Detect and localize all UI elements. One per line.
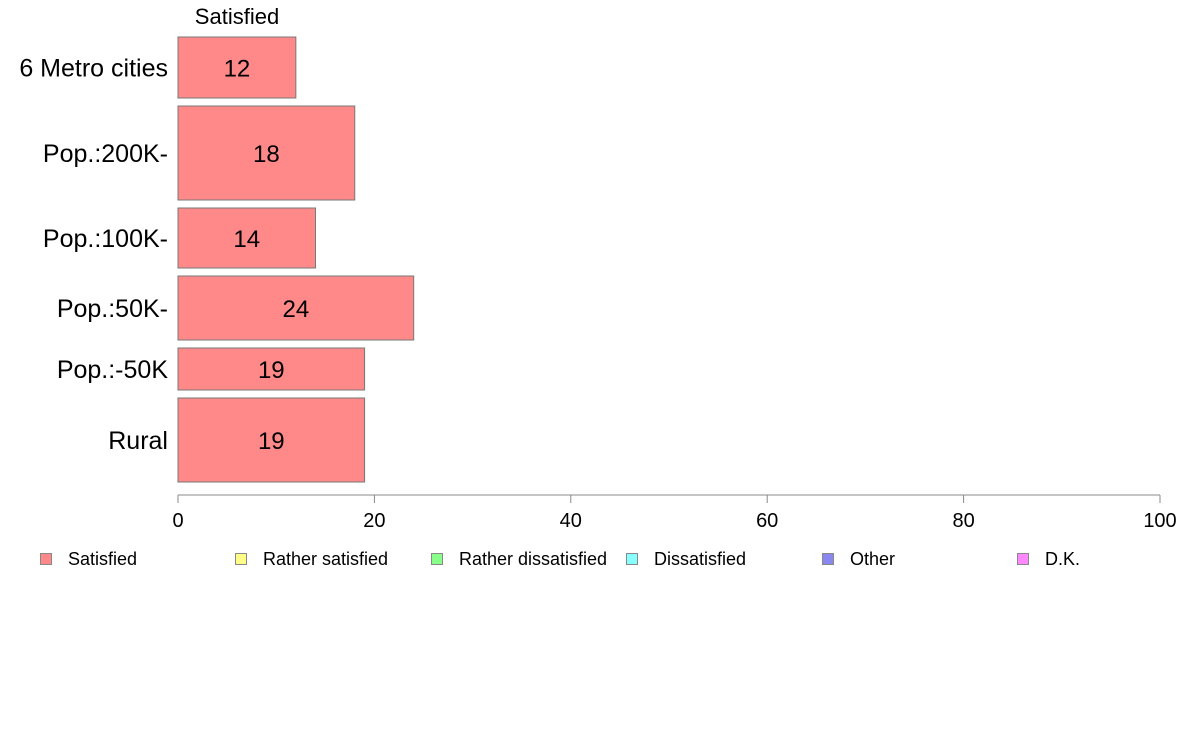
x-tick-label: 100 [1143,510,1176,532]
legend-swatch [431,553,443,565]
legend-swatch [40,553,52,565]
bar-satisfied-2 [177,207,316,269]
bars-group: 12 18 14 24 19 19 [177,36,415,483]
bar-value-label: 14 [233,226,260,253]
legend-item: Other [822,548,895,570]
x-tick-label: 20 [363,510,385,532]
bar-satisfied-3 [177,275,415,341]
bar-value-label: 19 [258,428,285,455]
x-tick-label: 40 [560,510,582,532]
bar-satisfied-4 [177,347,366,391]
x-tick-label: 0 [172,510,183,532]
legend-item: Dissatisfied [626,548,746,570]
legend-item: Rather satisfied [235,548,388,570]
x-tick-label: 60 [756,510,778,532]
bar-satisfied-5 [177,397,366,483]
bar-satisfied-0 [177,36,297,99]
category-labels: 6 Metro cities Pop.:200K- Pop.:100K- Pop.:5… [19,55,168,456]
category-label: 6 Metro cities [19,55,168,83]
bar-value-label: 24 [282,296,309,323]
legend-label: Satisfied [68,548,138,569]
bar-satisfied-1 [177,105,356,201]
legend-label: Other [850,548,896,569]
x-axis: 0 20 40 60 80 100 [172,494,1177,532]
legend-swatch [235,553,247,565]
legend-swatch [626,553,638,565]
category-label: Pop.:200K- [43,140,168,168]
category-label: Pop.:100K- [43,225,168,253]
x-tick-label: 80 [952,510,974,532]
bar-value-label: 19 [258,357,285,384]
legend-item: D.K. [1017,548,1080,570]
legend-swatch [1017,553,1029,565]
legend: Satisfied Rather satisfied Rather dissatis… [0,548,1188,572]
series-header-label: Satisfied [195,4,279,29]
legend-item: Rather dissatisfied [431,548,607,570]
legend-swatch [822,553,834,565]
stacked-bar-chart: Satisfied 12 18 14 24 19 19 6 Metro cities Pop… [19,4,1177,532]
bar-value-label: 12 [224,56,251,83]
legend-item: Satisfied [40,548,137,570]
bar-value-label: 18 [253,141,280,168]
legend-label: Rather dissatisfied [459,548,608,569]
legend-label: Rather satisfied [263,548,389,569]
category-label: Rural [108,427,168,455]
category-label: Pop.:50K- [57,295,168,323]
legend-label: Dissatisfied [654,548,747,569]
category-label: Pop.:-50K [57,356,169,384]
legend-label: D.K. [1045,548,1081,569]
